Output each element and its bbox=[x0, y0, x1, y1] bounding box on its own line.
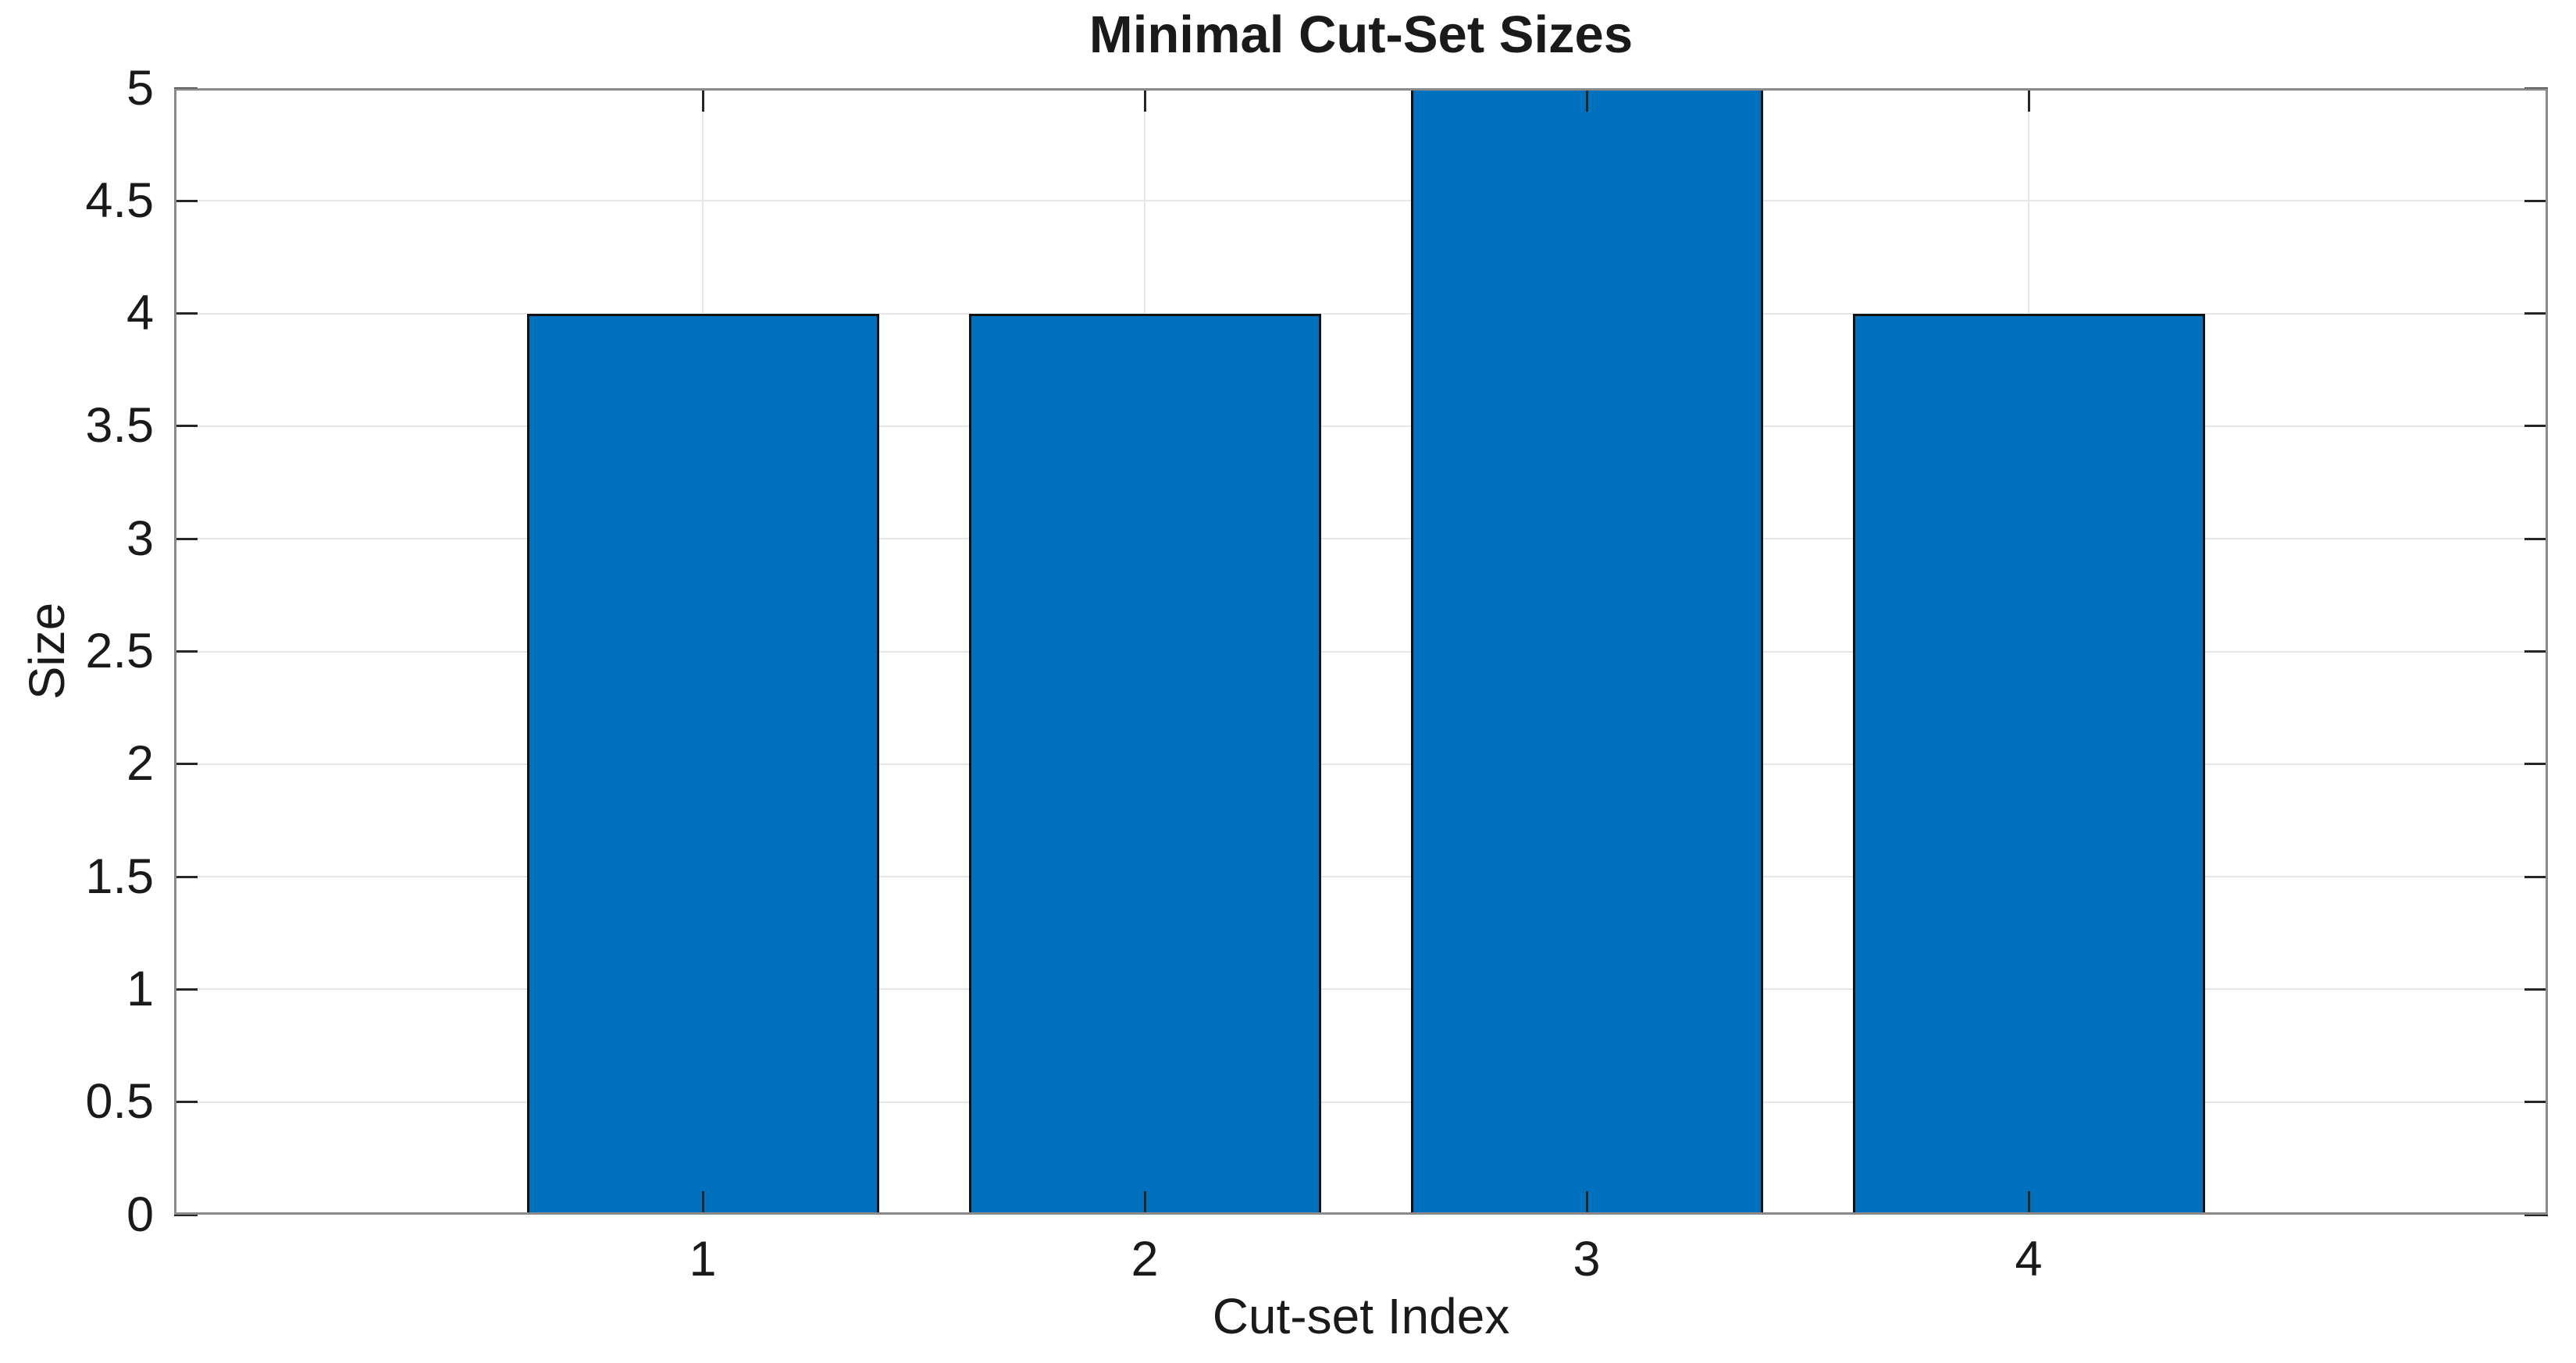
tick-mark-layer bbox=[174, 87, 2548, 1216]
h-gridline bbox=[174, 425, 2548, 427]
y-axis-tick-right bbox=[2524, 312, 2548, 315]
h-gridline bbox=[174, 988, 2548, 991]
y-axis-tick-right bbox=[2524, 1213, 2548, 1216]
y-axis-tick bbox=[174, 1101, 198, 1104]
y-axis-tick-right bbox=[2524, 650, 2548, 653]
y-axis-tick bbox=[174, 312, 198, 315]
y-tick-label: 0.5 bbox=[85, 1074, 154, 1129]
h-gridline bbox=[174, 312, 2548, 315]
y-axis-tick bbox=[174, 1213, 198, 1216]
y-axis-tick-right bbox=[2524, 425, 2548, 428]
y-axis-tick bbox=[174, 199, 198, 202]
h-gridline bbox=[174, 1101, 2548, 1103]
y-axis-tick-right bbox=[2524, 199, 2548, 202]
plot-area bbox=[174, 87, 2548, 1216]
x-axis-tick-top bbox=[1143, 88, 1146, 112]
h-gridline bbox=[174, 650, 2548, 653]
x-axis-tick-top bbox=[1585, 88, 1588, 112]
y-tick-label: 1 bbox=[126, 962, 154, 1016]
x-tick-label: 3 bbox=[1573, 1232, 1601, 1286]
x-tick-label: 1 bbox=[689, 1232, 717, 1286]
x-tick-label: 4 bbox=[2015, 1232, 2043, 1286]
x-axis-label: Cut-set Index bbox=[1212, 1288, 1510, 1344]
y-axis-tick bbox=[174, 988, 198, 991]
y-tick-label: 4 bbox=[126, 286, 154, 340]
h-gridline bbox=[174, 200, 2548, 202]
y-axis-tick bbox=[174, 87, 198, 90]
y-axis-tick-right bbox=[2524, 1101, 2548, 1104]
chart-title: Minimal Cut-Set Sizes bbox=[1088, 5, 1634, 64]
x-axis-tick-bottom bbox=[1143, 1191, 1146, 1215]
h-gridline bbox=[174, 538, 2548, 540]
y-tick-label: 4.5 bbox=[85, 173, 154, 228]
y-axis-tick-right bbox=[2524, 988, 2548, 991]
y-tick-label: 3 bbox=[126, 511, 154, 566]
x-axis-tick-bottom bbox=[1585, 1191, 1588, 1215]
y-tick-label: 5 bbox=[126, 61, 154, 116]
x-axis-tick-top bbox=[2027, 88, 2030, 112]
h-gridline bbox=[174, 763, 2548, 765]
y-tick-label: 2 bbox=[126, 736, 154, 791]
y-axis-tick bbox=[174, 875, 198, 878]
y-axis-tick bbox=[174, 650, 198, 653]
y-axis-tick bbox=[174, 763, 198, 766]
x-axis-tick-bottom bbox=[2027, 1191, 2030, 1215]
bar-layer bbox=[174, 88, 2548, 1215]
y-axis-tick-right bbox=[2524, 87, 2548, 90]
y-tick-label: 3.5 bbox=[85, 398, 154, 453]
bar-cutset-4 bbox=[1852, 314, 2205, 1215]
y-axis-tick-right bbox=[2524, 875, 2548, 878]
y-tick-label: 1.5 bbox=[85, 849, 154, 904]
y-tick-label: 0 bbox=[126, 1187, 154, 1242]
bar-cutset-3 bbox=[1410, 88, 1763, 1215]
y-tick-label: 2.5 bbox=[85, 624, 154, 678]
y-axis-tick bbox=[174, 425, 198, 428]
bar-cutset-1 bbox=[526, 314, 879, 1215]
x-axis-tick-bottom bbox=[701, 1191, 704, 1215]
y-axis-tick-right bbox=[2524, 763, 2548, 766]
x-tick-label: 2 bbox=[1131, 1232, 1159, 1286]
x-axis-tick-top bbox=[701, 88, 704, 112]
y-axis-tick bbox=[174, 537, 198, 540]
h-gridline bbox=[174, 876, 2548, 878]
y-axis-tick-right bbox=[2524, 537, 2548, 540]
